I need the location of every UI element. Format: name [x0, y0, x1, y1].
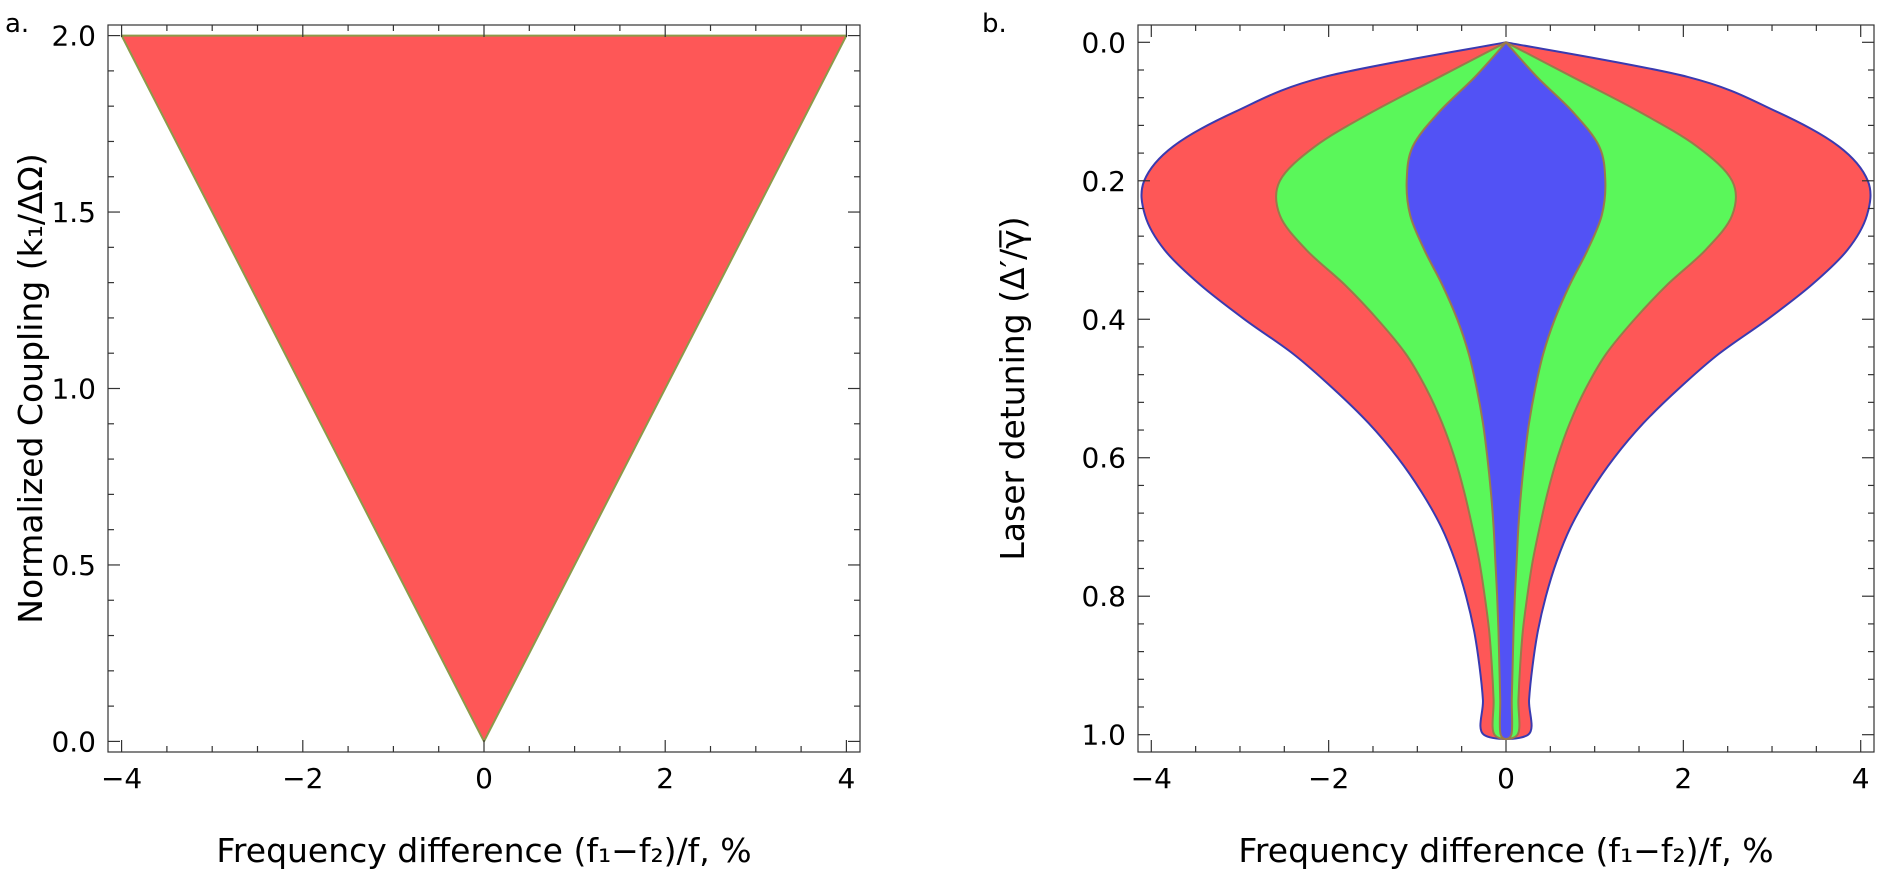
y-tick-label: 0.0 — [1081, 26, 1126, 59]
y-tick-label: 0.5 — [51, 549, 96, 582]
x-tick-label: 4 — [1852, 762, 1870, 795]
x-tick-label: 0 — [475, 762, 493, 795]
x-axis-label: Frequency difference (f₁−f₂)/f, % — [1238, 831, 1773, 870]
area-inner-region — [1405, 41, 1607, 741]
y-axis-label: Normalized Coupling (k₁/ΔΩ) — [11, 153, 50, 623]
x-tick-label: −2 — [1308, 762, 1349, 795]
x-tick-label: −4 — [1131, 762, 1172, 795]
y-tick-label: 0.6 — [1081, 442, 1126, 475]
y-tick-label: 1.0 — [51, 373, 96, 406]
x-tick-label: 2 — [1674, 762, 1692, 795]
x-tick-label: 2 — [656, 762, 674, 795]
y-tick-label: 1.5 — [51, 196, 96, 229]
y-tick-label: 0.2 — [1081, 165, 1126, 198]
y-tick-label: 1.0 — [1081, 719, 1126, 752]
x-tick-label: 0 — [1497, 762, 1515, 795]
y-tick-label: 0.0 — [51, 725, 96, 758]
y-tick-label: 0.4 — [1081, 303, 1126, 336]
panel-label: a. — [5, 9, 29, 39]
panel-b: −4 −2 0 2 4 0.0 0.2 0.4 0.6 0.8 1.0 Frequency diffe… — [982, 9, 1875, 870]
x-tick-label: −4 — [101, 762, 142, 795]
panel-a: −4 −2 0 2 4 0.0 0.5 1.0 1.5 2.0 Frequency differen… — [5, 9, 861, 870]
y-tick-label: 2.0 — [51, 20, 96, 53]
area-locking-region — [120, 34, 848, 743]
y-tick-label: 0.8 — [1081, 580, 1126, 613]
x-tick-label: −2 — [282, 762, 323, 795]
x-tick-label: 4 — [837, 762, 855, 795]
panel-label: b. — [982, 9, 1007, 39]
x-axis-label: Frequency difference (f₁−f₂)/f, % — [216, 831, 751, 870]
y-axis-label: Laser detuning (Δ′/γ̅) — [993, 216, 1032, 560]
